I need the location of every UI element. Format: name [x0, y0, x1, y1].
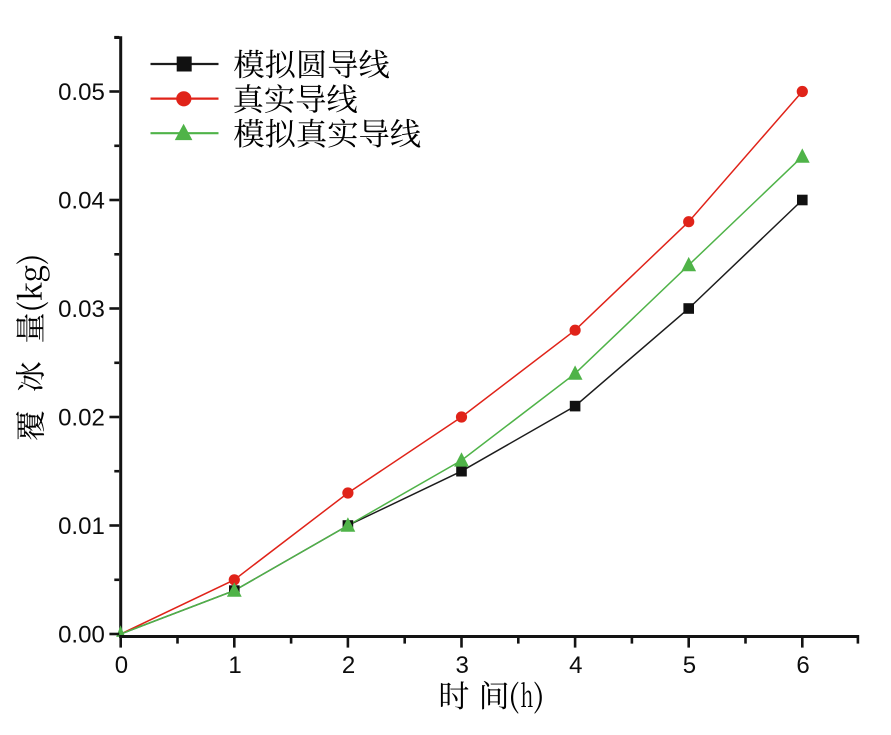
svg-text:2: 2	[342, 652, 355, 679]
svg-text:1: 1	[228, 652, 241, 679]
svg-text:4: 4	[569, 652, 582, 679]
svg-text:0.00: 0.00	[58, 622, 105, 649]
svg-text:0.03: 0.03	[58, 296, 105, 323]
svg-text:0: 0	[115, 652, 128, 679]
svg-text:0.02: 0.02	[58, 405, 105, 432]
svg-text:3: 3	[456, 652, 469, 679]
svg-text:0.01: 0.01	[58, 513, 105, 540]
svg-text:0.05: 0.05	[58, 79, 105, 106]
svg-text:6: 6	[796, 652, 809, 679]
svg-text:5: 5	[683, 652, 696, 679]
svg-text:0.04: 0.04	[58, 188, 105, 215]
